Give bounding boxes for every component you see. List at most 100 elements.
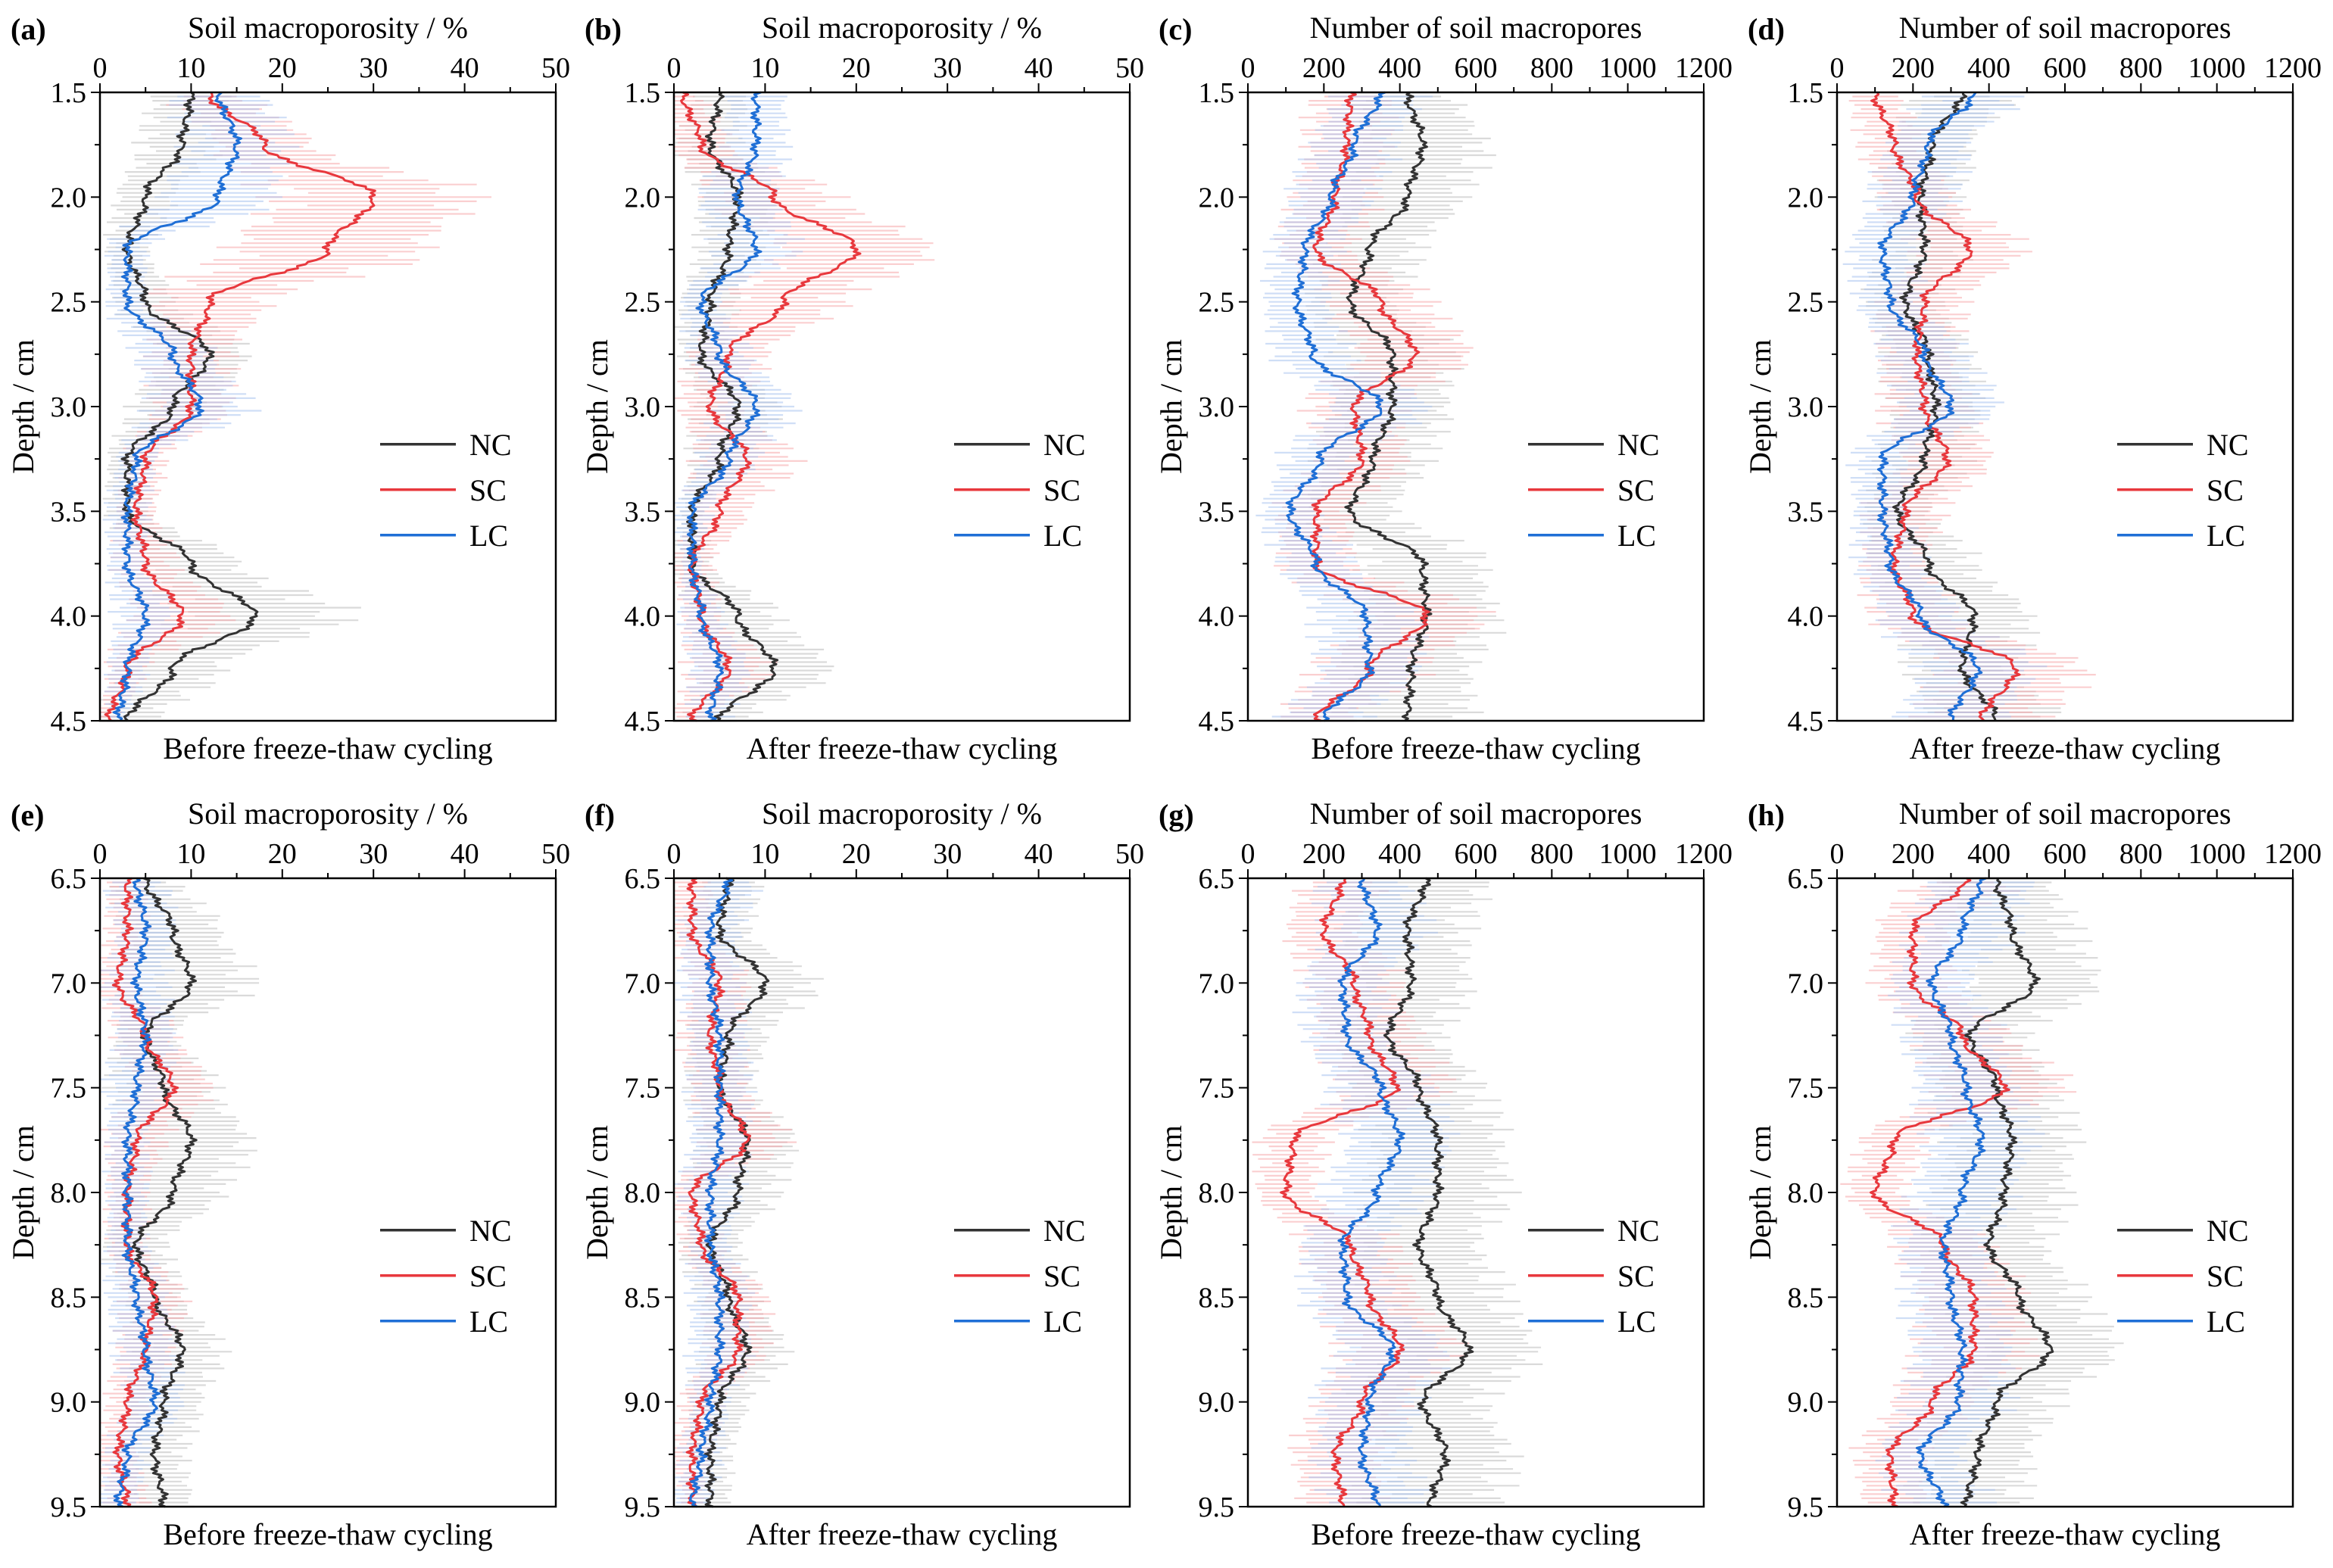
y-tick-label: 9.5 — [51, 1492, 87, 1523]
series-line-sc — [685, 877, 752, 1508]
x-tick-label: 200 — [1892, 52, 1935, 84]
x-tick-label: 10 — [176, 838, 205, 870]
panel-label: (g) — [1159, 798, 1194, 832]
series-line-sc — [104, 92, 376, 722]
series-line-nc — [1383, 877, 1474, 1508]
y-tick-label: 7.0 — [1788, 968, 1824, 999]
y-axis-label: Depth / cm — [580, 1125, 614, 1260]
x-tick-label: 10 — [750, 838, 779, 870]
series-line-lc — [688, 877, 734, 1508]
y-tick-label: 1.5 — [51, 77, 87, 109]
y-tick-label: 2.5 — [1199, 287, 1235, 319]
x-tick-label: 0 — [1241, 838, 1255, 870]
y-tick-label: 1.5 — [1788, 77, 1824, 109]
x-tick-label: 200 — [1302, 838, 1346, 870]
y-tick-label: 2.5 — [1788, 287, 1824, 319]
x-tick-label: 1000 — [2188, 52, 2246, 84]
x-tick-label: 0 — [667, 52, 681, 84]
chart-title: Soil macroporosity / % — [188, 796, 468, 831]
y-tick-label: 7.5 — [51, 1073, 87, 1105]
y-tick-label: 1.5 — [1199, 77, 1235, 109]
x-tick-label: 20 — [268, 838, 297, 870]
y-tick-label: 3.0 — [51, 391, 87, 423]
legend-label-nc: NC — [1617, 428, 1660, 462]
chart-title: Number of soil macropores — [1899, 11, 2232, 45]
x-tick-label: 800 — [1530, 52, 1574, 84]
y-tick-label: 7.0 — [1199, 968, 1235, 999]
chart-caption: Before freeze-thaw cycling — [1311, 731, 1640, 765]
x-tick-label: 30 — [359, 52, 388, 84]
series-line-sc — [680, 91, 862, 722]
y-tick-label: 3.0 — [625, 391, 661, 423]
series-line-sc — [111, 877, 179, 1508]
x-tick-label: 400 — [1967, 838, 2010, 870]
x-tick-label: 40 — [451, 52, 479, 84]
legend-label-sc: SC — [1043, 1259, 1081, 1293]
chart-title: Soil macroporosity / % — [762, 796, 1042, 831]
x-tick-label: 800 — [2119, 838, 2163, 870]
y-axis-label: Depth / cm — [1154, 339, 1188, 474]
y-axis-label: Depth / cm — [6, 1125, 40, 1260]
x-tick-label: 10 — [750, 52, 779, 84]
y-tick-label: 9.0 — [51, 1387, 87, 1419]
x-tick-label: 0 — [93, 52, 108, 84]
y-tick-label: 7.5 — [1199, 1073, 1235, 1105]
y-tick-label: 4.5 — [625, 706, 661, 737]
series-line-nc — [1960, 878, 2054, 1507]
x-tick-label: 30 — [359, 838, 388, 870]
x-tick-label: 1200 — [1675, 52, 1733, 84]
panel-label: (c) — [1159, 12, 1192, 46]
y-tick-label: 4.0 — [1788, 601, 1824, 633]
chart-title: Soil macroporosity / % — [762, 11, 1042, 45]
y-axis-label: Depth / cm — [1743, 339, 1777, 474]
legend-label-nc: NC — [1617, 1214, 1660, 1248]
legend-label-nc: NC — [469, 1214, 512, 1248]
panel-g: 0 200 400 600 800 1000 1200 6.5 7.0 7.5 8.0 8.5 9.0 9… — [1154, 796, 1733, 1551]
x-tick-label: 600 — [1455, 838, 1498, 870]
chart-title: Soil macroporosity / % — [188, 11, 468, 45]
x-tick-label: 50 — [1115, 52, 1144, 84]
x-tick-label: 30 — [933, 52, 962, 84]
series-line-lc — [113, 877, 161, 1508]
y-tick-label: 7.0 — [625, 968, 661, 999]
panel-d: 0 200 400 600 800 1000 1200 1.5 2.0 2.5 3.0 3.5 4.0 4… — [1743, 11, 2322, 765]
legend-label-sc: SC — [469, 473, 507, 507]
legend-label-nc: NC — [2207, 1214, 2249, 1248]
x-tick-label: 1000 — [2188, 838, 2246, 870]
series-line-sc — [1309, 91, 1430, 722]
x-tick-label: 600 — [1455, 52, 1498, 84]
panel-label: (e) — [11, 798, 44, 832]
x-tick-label: 1200 — [1675, 838, 1733, 870]
legend-label-lc: LC — [1617, 1305, 1656, 1339]
legend-label-sc: SC — [2207, 473, 2244, 507]
legend-label-lc: LC — [2207, 1305, 2245, 1339]
y-tick-label: 4.0 — [1199, 601, 1235, 633]
legend-label-sc: SC — [1617, 1259, 1655, 1293]
panel-label: (h) — [1748, 798, 1785, 832]
y-tick-label: 2.5 — [51, 287, 87, 319]
legend-label-nc: NC — [1043, 428, 1086, 462]
series-line-lc — [1337, 878, 1405, 1507]
panel-label: (f) — [585, 798, 615, 832]
x-tick-label: 0 — [667, 838, 681, 870]
panel-e: 0 10 20 30 40 50 6.5 7.0 7.5 8.0 8.5 9.0 9.5 (e) Soil … — [6, 796, 570, 1551]
chart-caption: After freeze-thaw cycling — [1910, 1517, 2221, 1551]
series-line-lc — [1876, 92, 1983, 722]
series-line-lc — [686, 91, 763, 722]
legend-label-lc: LC — [469, 519, 508, 553]
y-axis-label: Depth / cm — [6, 339, 40, 474]
legend-label-sc: SC — [1617, 473, 1655, 507]
y-axis-label: Depth / cm — [1743, 1125, 1777, 1260]
y-tick-label: 3.5 — [1788, 496, 1824, 528]
y-tick-label: 6.5 — [51, 863, 87, 895]
x-tick-label: 40 — [1025, 52, 1053, 84]
x-tick-label: 1200 — [2264, 838, 2322, 870]
chart-caption: After freeze-thaw cycling — [747, 1517, 1058, 1551]
x-tick-label: 30 — [933, 838, 962, 870]
x-tick-label: 0 — [1830, 52, 1845, 84]
y-tick-label: 4.0 — [625, 601, 661, 633]
error-band-sc — [674, 91, 935, 722]
y-tick-label: 3.5 — [51, 496, 87, 528]
chart-title: Number of soil macropores — [1310, 796, 1642, 831]
